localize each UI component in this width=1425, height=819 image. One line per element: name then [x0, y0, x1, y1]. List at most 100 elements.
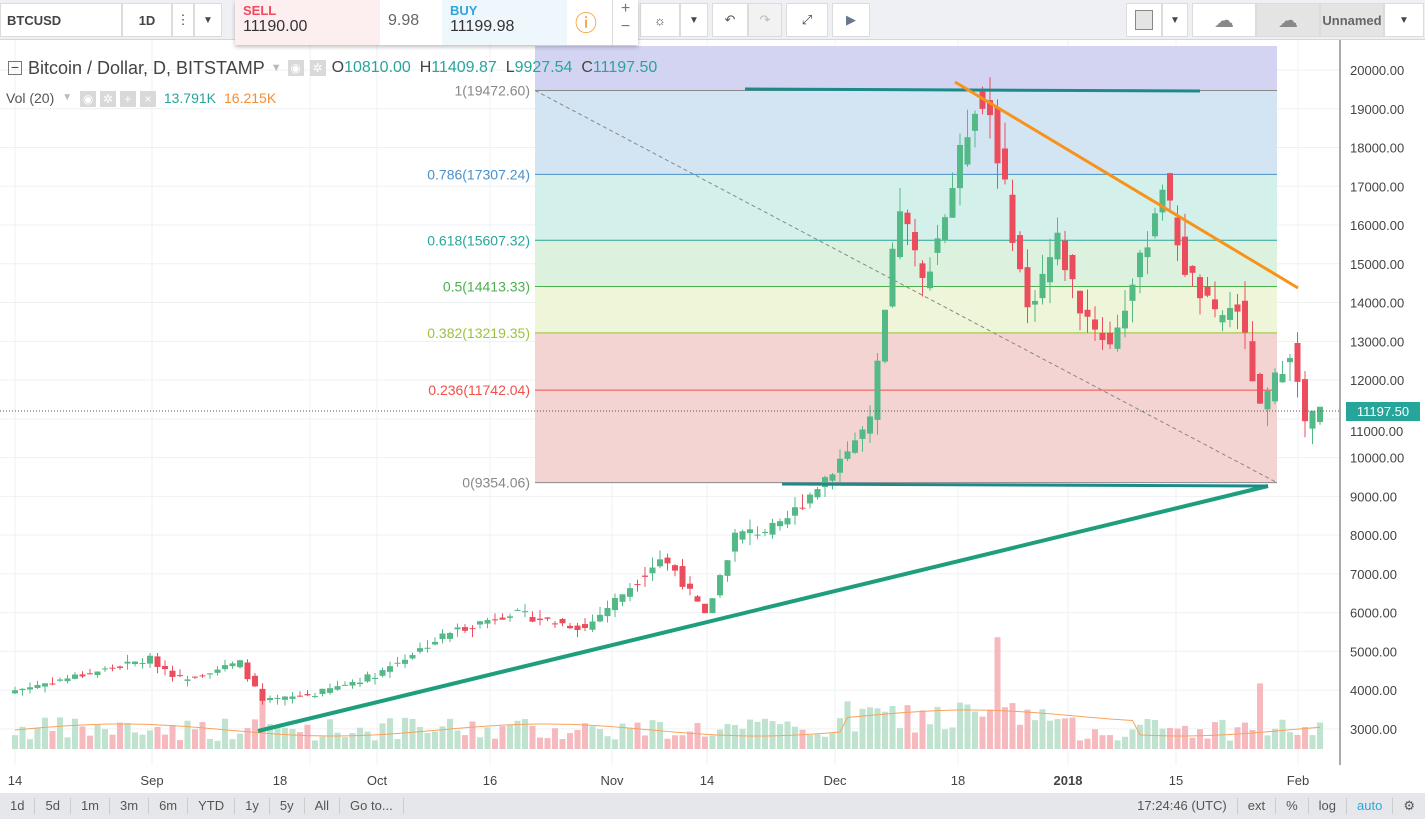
- undo-icon[interactable]: ↶: [712, 3, 748, 37]
- chevron-down-icon[interactable]: ▼: [194, 3, 222, 37]
- volume-bar: [544, 738, 551, 749]
- candle: [139, 662, 146, 664]
- volume-bar: [867, 707, 873, 749]
- zoom-plus-minus[interactable]: + −: [612, 0, 638, 45]
- time-axis-label: 2018: [1053, 773, 1083, 788]
- candle: [657, 559, 663, 567]
- chart-area[interactable]: 1(19472.60) 0.786(17307.24) 0.618(15607.32…: [0, 40, 1425, 765]
- volume-bar: [1257, 683, 1263, 749]
- log-toggle[interactable]: log: [1309, 798, 1348, 814]
- play-icon[interactable]: ▶: [832, 3, 870, 37]
- ext-toggle[interactable]: ext: [1238, 798, 1277, 814]
- volume-bar: [702, 736, 708, 749]
- lightbulb-icon[interactable]: ☼: [640, 3, 680, 37]
- candle: [597, 614, 603, 622]
- volume-bar: [799, 729, 806, 749]
- chevron-down-icon[interactable]: ▼: [1384, 3, 1424, 37]
- sell-label: SELL: [243, 3, 277, 18]
- volume-bar: [492, 738, 498, 749]
- chevron-down-icon[interactable]: ▼: [270, 62, 282, 74]
- volume-bar: [754, 721, 761, 749]
- candle: [1309, 410, 1316, 429]
- settings-gear-icon[interactable]: ⚙: [1403, 798, 1415, 813]
- candle: [814, 489, 821, 498]
- sell-button[interactable]: SELL 11190.00: [235, 0, 380, 45]
- volume-bar: [124, 723, 131, 749]
- range-button[interactable]: 1d: [0, 798, 36, 814]
- low-label: L: [505, 59, 515, 76]
- range-button[interactable]: 3m: [110, 798, 150, 814]
- time-axis-label: 15: [1168, 773, 1184, 788]
- volume-bar: [432, 731, 438, 749]
- cloud-upload-icon[interactable]: ☁: [1256, 3, 1320, 37]
- volume-bar: [469, 721, 476, 749]
- range-button[interactable]: 1y: [235, 798, 270, 814]
- close-icon[interactable]: ×: [139, 91, 156, 107]
- cloud-download-icon[interactable]: ☁: [1192, 3, 1256, 37]
- candle: [169, 670, 176, 677]
- color-box-icon[interactable]: [1126, 3, 1162, 37]
- interval-button[interactable]: 1D: [122, 3, 172, 37]
- eye-icon[interactable]: ◉: [80, 91, 97, 107]
- candle: [897, 211, 903, 258]
- redo-icon[interactable]: ↷: [748, 3, 782, 37]
- candle: [124, 661, 131, 664]
- candle: [319, 688, 326, 694]
- buy-button[interactable]: BUY 11199.98: [442, 0, 567, 45]
- gear-icon[interactable]: ✲: [309, 60, 326, 76]
- buy-price: 11199.98: [450, 18, 515, 35]
- candle: [1144, 247, 1151, 258]
- candle: [199, 675, 206, 677]
- range-button[interactable]: Go to...: [340, 798, 404, 814]
- volume-bar: [214, 740, 221, 749]
- volume-bar: [552, 728, 558, 749]
- range-button[interactable]: 5y: [270, 798, 305, 814]
- candle: [477, 621, 483, 625]
- candle: [1092, 319, 1098, 330]
- volume-bar: [972, 711, 978, 749]
- volume-bar: [12, 735, 18, 749]
- range-button[interactable]: 5d: [35, 798, 71, 814]
- chevron-down-icon[interactable]: ▼: [1162, 3, 1188, 37]
- symbol-search[interactable]: BTCUSD: [0, 3, 122, 37]
- candle: [1189, 265, 1196, 273]
- volume-bar: [394, 738, 401, 749]
- fullscreen-icon[interactable]: ⤢: [786, 3, 828, 37]
- range-button[interactable]: 6m: [149, 798, 189, 814]
- volume-bar: [739, 728, 746, 749]
- eye-icon[interactable]: ◉: [287, 60, 304, 76]
- candle: [1032, 300, 1038, 305]
- range-button[interactable]: YTD: [188, 798, 236, 814]
- volume-bar: [364, 731, 371, 749]
- candle: [777, 521, 783, 527]
- time-axis[interactable]: 14 Sep 18 Oct 16 Nov 14 Dec 18 2018 15 Feb: [0, 765, 1425, 793]
- auto-toggle[interactable]: auto: [1347, 798, 1394, 814]
- chevron-down-icon[interactable]: ▼: [62, 92, 73, 103]
- candle: [634, 584, 641, 586]
- clock-time[interactable]: 17:24:46 (UTC): [1127, 798, 1238, 814]
- plus-icon[interactable]: +: [119, 91, 136, 107]
- candle: [1047, 257, 1053, 283]
- open-value: 10810.00: [344, 59, 411, 76]
- info-icon[interactable]: ⓘ: [575, 11, 598, 36]
- candle: [94, 671, 101, 676]
- volume-bar: [762, 718, 768, 749]
- price-chart[interactable]: 1(19472.60) 0.786(17307.24) 0.618(15607.32…: [0, 40, 1425, 765]
- range-button[interactable]: 1m: [71, 798, 110, 814]
- volume-bar: [844, 701, 851, 749]
- volume-bar: [454, 730, 461, 749]
- chevron-down-icon[interactable]: ▼: [680, 3, 708, 37]
- layout-name[interactable]: Unnamed: [1320, 3, 1384, 37]
- percent-toggle[interactable]: %: [1276, 798, 1309, 814]
- more-icon[interactable]: ⋮: [172, 3, 194, 37]
- range-button[interactable]: All: [305, 798, 341, 814]
- candle: [807, 494, 813, 504]
- candle: [957, 144, 963, 189]
- candle: [1002, 148, 1008, 180]
- volume-bar: [1174, 728, 1181, 749]
- gear-icon[interactable]: ✲: [100, 91, 117, 107]
- collapse-icon[interactable]: −: [8, 60, 22, 75]
- price-axis-label: 20000.00: [1350, 63, 1404, 78]
- volume-bar: [1317, 722, 1323, 749]
- volume-bar: [237, 733, 243, 749]
